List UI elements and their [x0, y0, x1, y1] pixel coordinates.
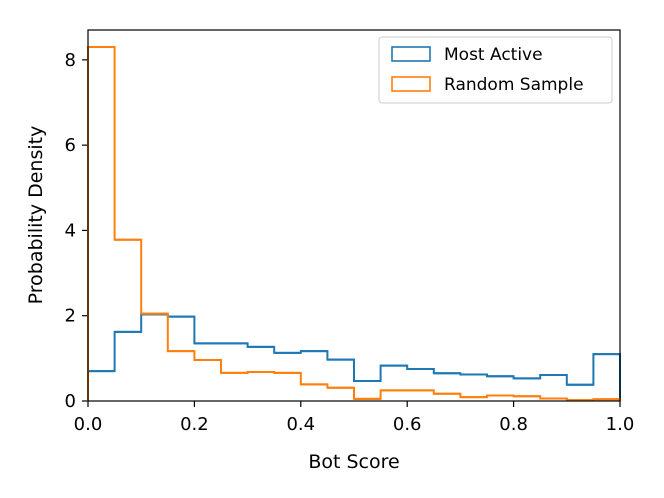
- y-tick-label: 6: [65, 135, 76, 156]
- x-axis-label: Bot Score: [308, 451, 399, 473]
- legend: Most Active Random Sample: [378, 36, 613, 104]
- y-tick-label: 2: [65, 306, 76, 327]
- y-axis-label: Probability Density: [25, 126, 47, 305]
- y-tick-label: 0: [65, 391, 76, 412]
- legend-label-most-active: Most Active: [444, 45, 543, 65]
- legend-box: [378, 36, 613, 104]
- ticks-layer: 0.0 0.2 0.4 0.6 0.8 1.0 0 2 4 6 8: [65, 50, 635, 435]
- y-tick-label: 8: [65, 50, 76, 71]
- x-tick-label: 0.0: [74, 414, 103, 435]
- x-tick-label: 0.8: [499, 414, 528, 435]
- legend-swatch-random-sample: [391, 76, 431, 92]
- legend-label-random-sample: Random Sample: [444, 75, 584, 95]
- y-tick-label: 4: [65, 220, 76, 241]
- x-tick-label: 0.6: [393, 414, 422, 435]
- series-layer: [87, 46, 621, 402]
- x-tick-label: 1.0: [606, 414, 635, 435]
- x-tick-label: 0.2: [180, 414, 209, 435]
- plot-frame: [87, 29, 621, 402]
- x-tick-label: 0.4: [286, 414, 315, 435]
- legend-swatch-most-active: [391, 46, 431, 62]
